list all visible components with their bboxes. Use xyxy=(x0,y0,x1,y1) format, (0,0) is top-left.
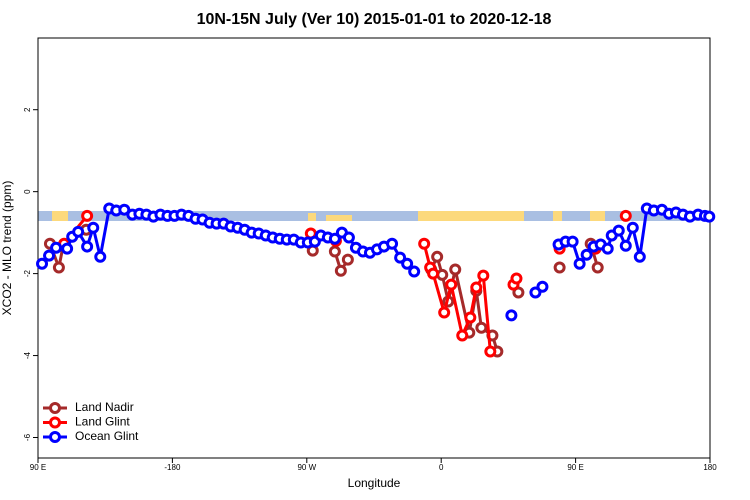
x-tick-label: 90 E xyxy=(567,463,583,472)
y-tick-label: 2 xyxy=(23,107,32,112)
point xyxy=(61,242,74,255)
point xyxy=(431,250,444,263)
legend-label: Ocean Glint xyxy=(75,429,139,443)
point xyxy=(464,311,477,324)
y-axis-label: XCO2 - MLO trend (ppm) xyxy=(0,181,14,316)
point xyxy=(456,329,469,342)
y-tick-label: -4 xyxy=(23,351,32,359)
point xyxy=(566,235,579,248)
point xyxy=(328,245,341,258)
point xyxy=(591,261,604,274)
point xyxy=(43,249,56,262)
point xyxy=(386,237,399,250)
y-tick-label: -6 xyxy=(23,433,32,441)
point xyxy=(703,210,716,223)
point xyxy=(619,209,632,222)
point xyxy=(505,309,518,322)
legend-marker xyxy=(49,416,61,429)
point xyxy=(475,321,488,334)
point xyxy=(52,261,65,274)
point xyxy=(87,221,100,234)
point xyxy=(408,265,421,278)
point xyxy=(633,250,646,263)
point xyxy=(427,267,440,280)
point xyxy=(619,239,632,252)
point xyxy=(449,263,462,276)
point xyxy=(394,251,407,264)
point xyxy=(334,264,347,277)
point xyxy=(445,278,458,291)
point xyxy=(438,306,451,319)
x-tick-label: -180 xyxy=(164,463,181,472)
legend-label: Land Glint xyxy=(75,415,130,429)
point xyxy=(401,257,414,270)
point xyxy=(580,248,593,261)
point xyxy=(573,257,586,270)
point xyxy=(328,232,341,245)
point xyxy=(94,250,107,263)
point xyxy=(612,224,625,237)
legend-label: Land Nadir xyxy=(75,400,134,414)
x-axis-label: Longitude xyxy=(348,476,401,490)
point xyxy=(553,261,566,274)
point xyxy=(601,242,614,255)
legend-marker xyxy=(49,431,61,443)
x-tick-label: 90 E xyxy=(30,463,46,472)
point xyxy=(536,280,549,293)
point xyxy=(50,241,63,254)
point xyxy=(418,237,431,250)
legend-marker xyxy=(49,402,61,414)
y-tick-label: 0 xyxy=(23,189,32,194)
point xyxy=(477,269,490,282)
land-ocean-band xyxy=(38,211,710,221)
point xyxy=(72,225,85,238)
x-tick-label: 180 xyxy=(703,463,717,472)
point xyxy=(436,268,449,281)
chart-title: 10N-15N July (Ver 10) 2015-01-01 to 2020… xyxy=(197,11,552,28)
x-tick-label: 90 W xyxy=(297,463,316,472)
y-tick-label: -2 xyxy=(23,270,32,278)
point xyxy=(470,281,483,294)
point xyxy=(36,257,49,270)
plot-frame xyxy=(37,37,711,459)
point xyxy=(484,345,497,358)
point xyxy=(81,209,94,222)
x-tick-label: 0 xyxy=(439,463,444,472)
point xyxy=(626,221,639,234)
point xyxy=(118,203,131,216)
point xyxy=(342,231,355,244)
point xyxy=(81,240,94,253)
point xyxy=(510,272,523,285)
point xyxy=(341,253,354,266)
